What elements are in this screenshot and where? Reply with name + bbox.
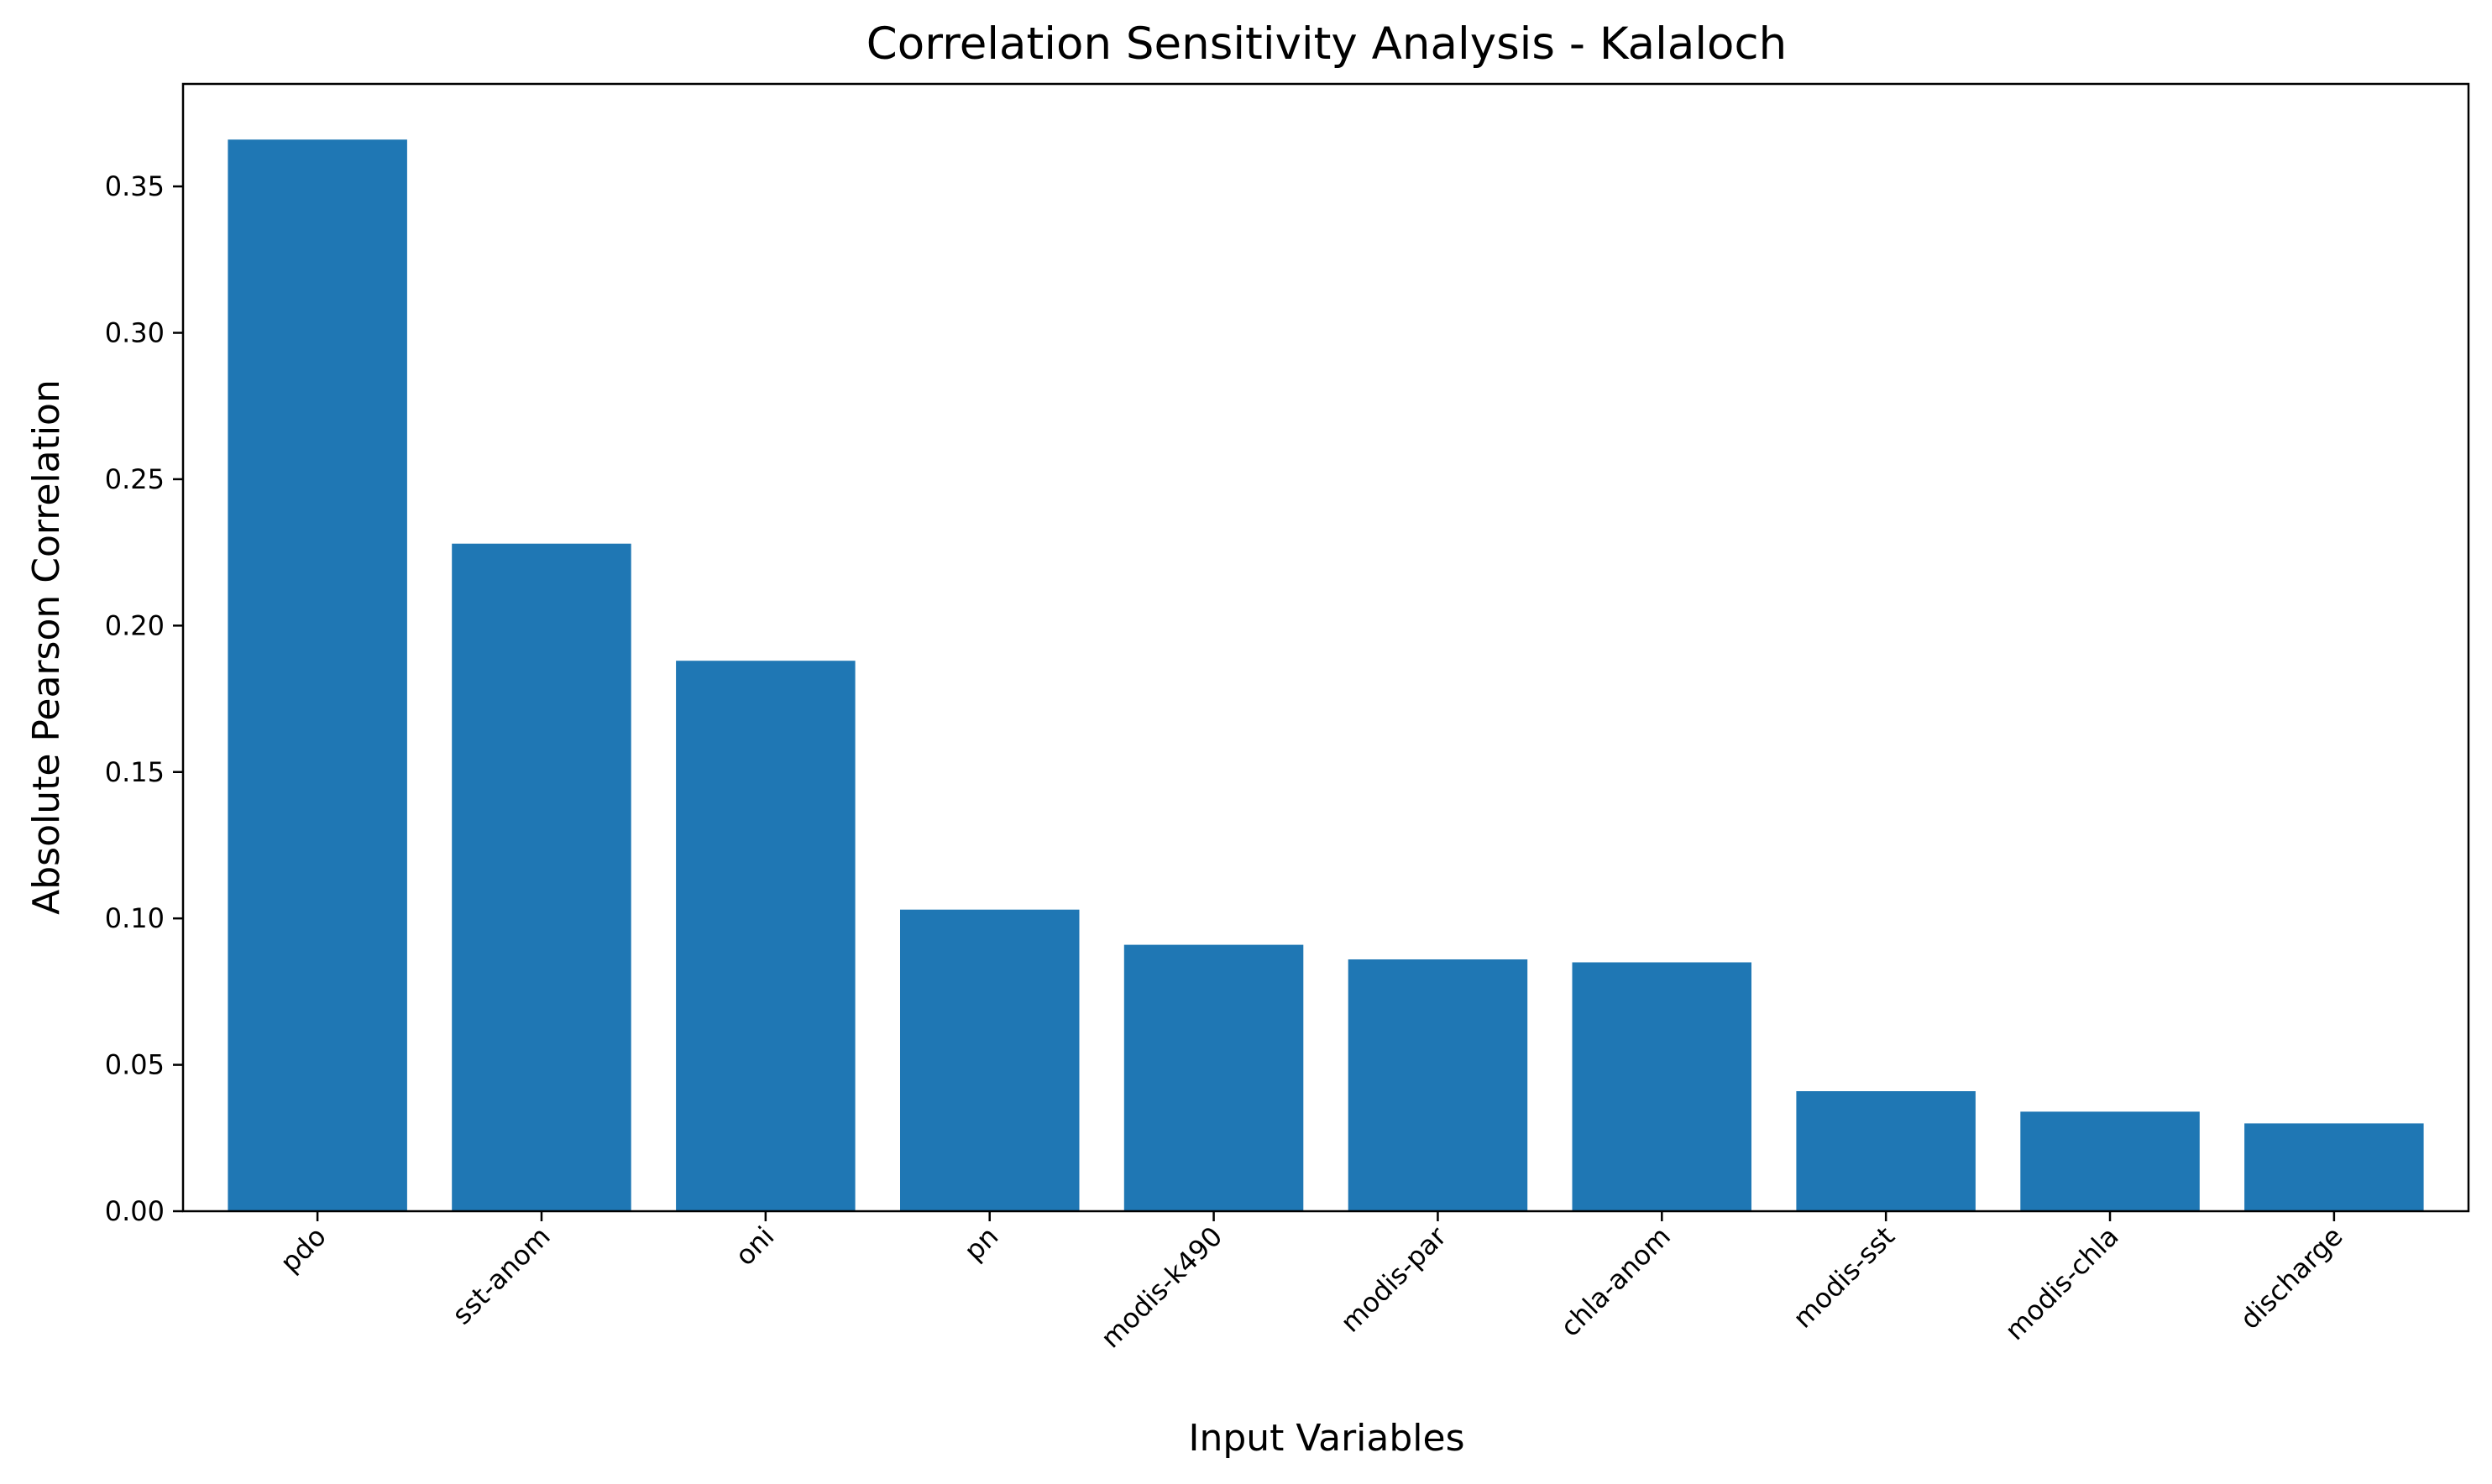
- bar-chla-anom: [1572, 962, 1751, 1211]
- x-axis-label: Input Variables: [1189, 1417, 1465, 1460]
- bar-pn: [900, 909, 1080, 1211]
- y-tick-label: 0.35: [105, 170, 165, 202]
- bar-pdo: [228, 139, 407, 1211]
- y-tick-label: 0.10: [105, 902, 165, 934]
- plot-area-frame: [181, 82, 2470, 1213]
- y-tick-label: 0.25: [105, 463, 165, 495]
- bar-discharge: [2244, 1123, 2424, 1211]
- y-tick-label: 0.05: [105, 1049, 165, 1081]
- y-axis-ticks: 0.00 0.05 0.10 0.15 0.20 0.25 0.30 0.35: [105, 170, 183, 1227]
- y-tick-label: 0.20: [105, 609, 165, 641]
- y-tick-label: 0.15: [105, 756, 165, 788]
- y-tick-label: 0.00: [105, 1195, 165, 1227]
- bar-modis-chla: [2020, 1111, 2200, 1211]
- chart-title: Correlation Sensitivity Analysis - Kalal…: [866, 18, 1787, 70]
- bars-group: [228, 139, 2424, 1211]
- bar-modis-par: [1348, 959, 1528, 1211]
- y-tick-label: 0.30: [105, 317, 165, 349]
- y-axis-label: Absolute Pearson Correlation: [25, 379, 68, 915]
- bar-modis-sst: [1796, 1091, 1976, 1211]
- bar-modis-k490: [1123, 944, 1304, 1211]
- bar-oni: [676, 661, 856, 1211]
- bar-sst-anom: [452, 543, 631, 1211]
